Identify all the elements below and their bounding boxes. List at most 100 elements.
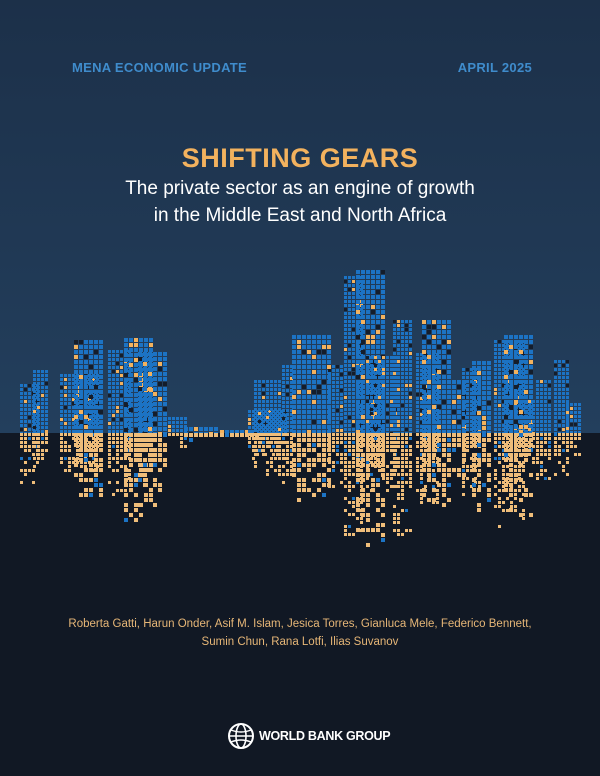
window-light xyxy=(416,409,419,412)
window-light xyxy=(390,368,393,371)
window-light xyxy=(374,372,377,375)
window-reflection xyxy=(266,433,269,436)
window-light xyxy=(518,408,521,411)
window-light xyxy=(409,356,412,359)
window-reflection xyxy=(88,461,91,464)
window-light xyxy=(322,385,326,389)
window-light xyxy=(416,401,419,404)
window-reflection xyxy=(498,497,501,500)
window-light xyxy=(428,353,431,356)
window-light xyxy=(278,408,281,411)
window-light xyxy=(447,420,451,424)
window-reflection xyxy=(405,529,408,532)
window-light xyxy=(382,412,385,415)
window-light xyxy=(92,394,95,397)
window-light xyxy=(466,388,469,391)
window-reflection xyxy=(262,437,265,440)
window-light xyxy=(143,372,147,376)
window-light xyxy=(180,429,183,432)
window-light xyxy=(134,418,138,422)
window-light xyxy=(494,428,497,431)
window-light xyxy=(405,332,408,335)
window-light xyxy=(79,390,83,394)
window-light xyxy=(352,332,355,335)
window-light xyxy=(447,375,451,379)
window-light xyxy=(566,364,569,367)
window-reflection xyxy=(332,445,335,448)
window-light xyxy=(282,373,285,376)
window-light xyxy=(37,378,40,381)
window-light xyxy=(422,360,426,364)
window-reflection xyxy=(366,445,369,448)
window-light xyxy=(390,376,393,379)
window-light xyxy=(386,360,389,363)
window-light xyxy=(540,420,543,423)
window-light xyxy=(356,300,360,304)
window-light xyxy=(498,368,501,371)
window-reflection xyxy=(522,449,525,452)
window-reflection xyxy=(128,473,131,476)
window-light xyxy=(322,370,326,374)
window-light xyxy=(297,380,301,384)
window-reflection xyxy=(514,441,517,444)
window-light xyxy=(327,335,331,339)
window-light xyxy=(378,404,381,407)
window-reflection xyxy=(562,469,565,472)
window-light xyxy=(366,315,370,319)
window-reflection xyxy=(361,458,365,462)
window-light xyxy=(322,380,326,384)
window-light xyxy=(558,412,561,415)
window-reflection xyxy=(393,433,396,436)
window-light xyxy=(270,388,273,391)
window-reflection xyxy=(149,498,153,502)
window-light xyxy=(566,392,569,395)
window-light xyxy=(302,415,306,419)
window-light xyxy=(437,420,441,424)
window-light xyxy=(317,390,321,394)
window-light xyxy=(256,410,259,413)
window-reflection xyxy=(134,438,138,442)
window-reflection xyxy=(536,449,539,452)
window-light xyxy=(427,335,431,339)
window-light xyxy=(352,292,355,295)
window-light xyxy=(374,356,377,359)
window-reflection xyxy=(427,433,431,437)
window-reflection xyxy=(447,453,451,457)
window-light xyxy=(272,430,275,433)
window-light xyxy=(477,406,481,410)
window-reflection xyxy=(262,445,265,448)
window-light xyxy=(80,378,83,381)
window-light xyxy=(382,392,385,395)
window-light xyxy=(108,390,111,393)
window-light xyxy=(72,374,75,377)
window-light xyxy=(502,376,505,379)
window-light xyxy=(470,412,473,415)
window-light xyxy=(371,280,375,284)
window-reflection xyxy=(74,443,78,447)
window-light xyxy=(124,373,128,377)
window-reflection xyxy=(24,441,27,444)
window-light xyxy=(562,376,565,379)
window-light xyxy=(366,380,369,383)
window-light xyxy=(540,392,543,395)
window-reflection xyxy=(79,433,83,437)
window-light xyxy=(472,406,476,410)
window-light xyxy=(348,376,351,379)
window-reflection xyxy=(134,453,138,457)
window-light xyxy=(416,377,419,380)
window-light xyxy=(356,395,360,399)
window-light xyxy=(302,410,306,414)
window-light xyxy=(506,388,509,391)
window-light xyxy=(45,406,48,409)
window-light xyxy=(74,395,78,399)
window-light xyxy=(494,376,497,379)
window-reflection xyxy=(536,453,539,456)
window-light xyxy=(134,363,138,367)
window-light xyxy=(96,418,99,421)
window-light xyxy=(84,418,87,421)
window-light xyxy=(143,412,147,416)
window-reflection xyxy=(307,488,311,492)
window-light xyxy=(307,335,311,339)
window-light xyxy=(41,382,44,385)
window-light xyxy=(108,418,111,421)
